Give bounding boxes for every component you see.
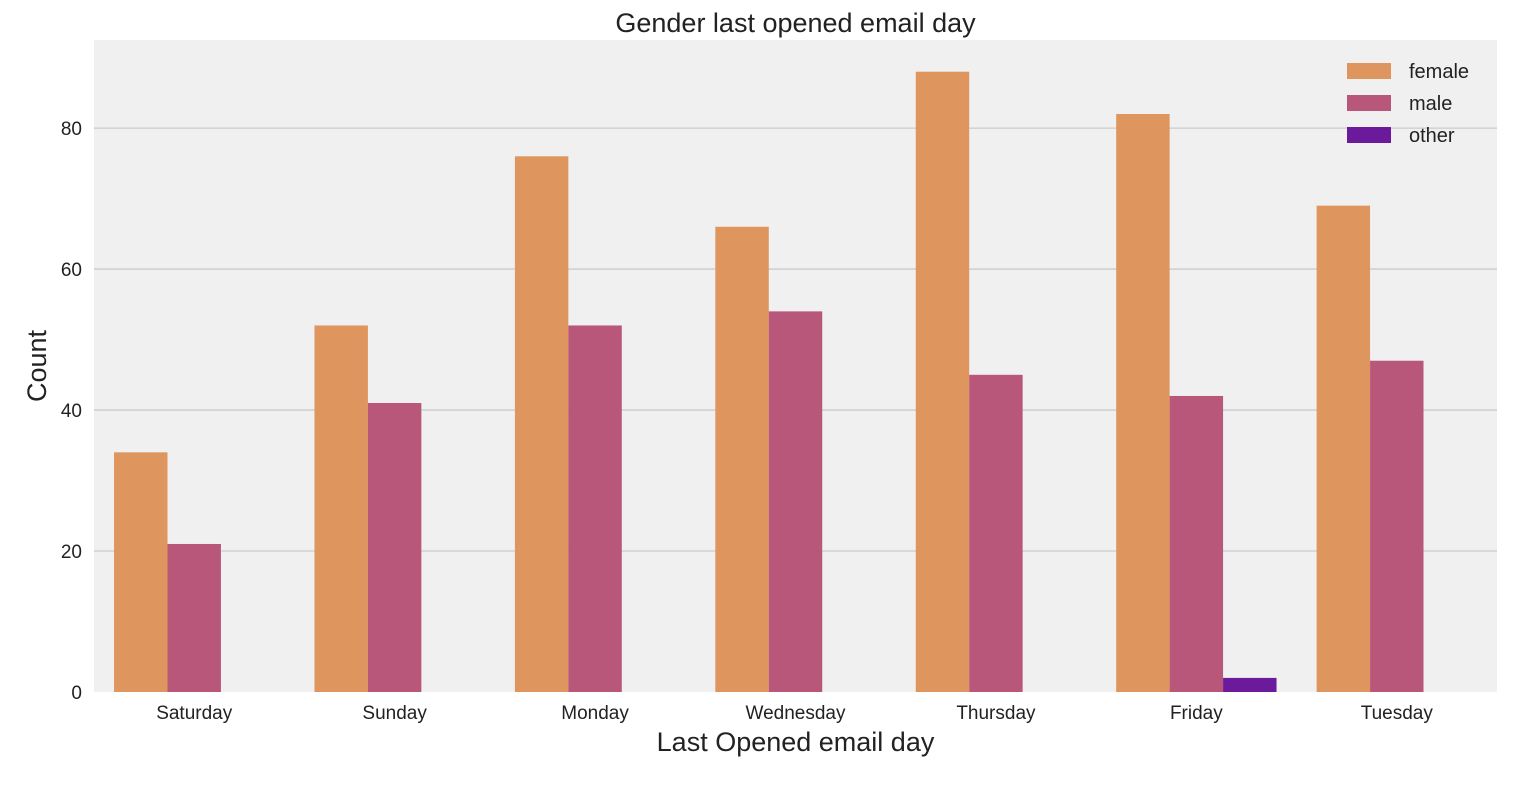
bar-female-thursday — [915, 71, 970, 692]
legend-swatch-female — [1347, 63, 1391, 79]
bar-male-friday — [1169, 395, 1224, 692]
bar-male-thursday — [969, 374, 1023, 692]
bar-other-friday — [1223, 677, 1277, 692]
legend-label-other: other — [1409, 125, 1455, 147]
bar-female-tuesday — [1316, 205, 1371, 692]
legend-swatch-male — [1347, 95, 1391, 111]
y-tick-label: 40 — [61, 401, 82, 422]
bar-male-sunday — [367, 403, 422, 692]
x-tick-label-tuesday: Tuesday — [1361, 703, 1434, 724]
y-axis-label: Count — [22, 329, 52, 402]
x-tick-label-friday: Friday — [1170, 703, 1223, 724]
x-tick-label-wednesday: Wednesday — [746, 703, 846, 724]
y-tick-labels: 0 20 40 60 80 — [61, 119, 82, 704]
x-axis-label: Last Opened email day — [657, 727, 935, 757]
x-tick-label-thursday: Thursday — [956, 703, 1036, 724]
bar-female-sunday — [314, 325, 368, 692]
bar-female-monday — [514, 156, 569, 692]
chart-title: Gender last opened email day — [615, 8, 976, 38]
bars — [114, 71, 1424, 693]
legend-label-female: female — [1409, 61, 1469, 83]
y-tick-label: 60 — [61, 260, 82, 281]
bar-female-saturday — [114, 452, 168, 692]
x-tick-labels: Saturday Sunday Monday Wednesday Thursday Fri… — [156, 703, 1433, 724]
y-tick-label: 20 — [61, 542, 82, 563]
bar-female-friday — [1116, 114, 1170, 693]
legend-label-male: male — [1409, 93, 1452, 115]
y-tick-label: 0 — [71, 683, 82, 704]
legend-swatch-other — [1347, 127, 1391, 143]
y-tick-label: 80 — [61, 119, 82, 140]
x-tick-label-saturday: Saturday — [156, 703, 233, 724]
bar-male-saturday — [167, 543, 221, 692]
bar-female-wednesday — [715, 226, 769, 692]
x-tick-label-monday: Monday — [561, 703, 629, 724]
bar-male-monday — [568, 325, 622, 692]
bar-male-tuesday — [1370, 360, 1424, 692]
bar-male-wednesday — [768, 311, 823, 692]
x-tick-label-sunday: Sunday — [362, 703, 427, 724]
legend: female male other — [1347, 61, 1469, 147]
